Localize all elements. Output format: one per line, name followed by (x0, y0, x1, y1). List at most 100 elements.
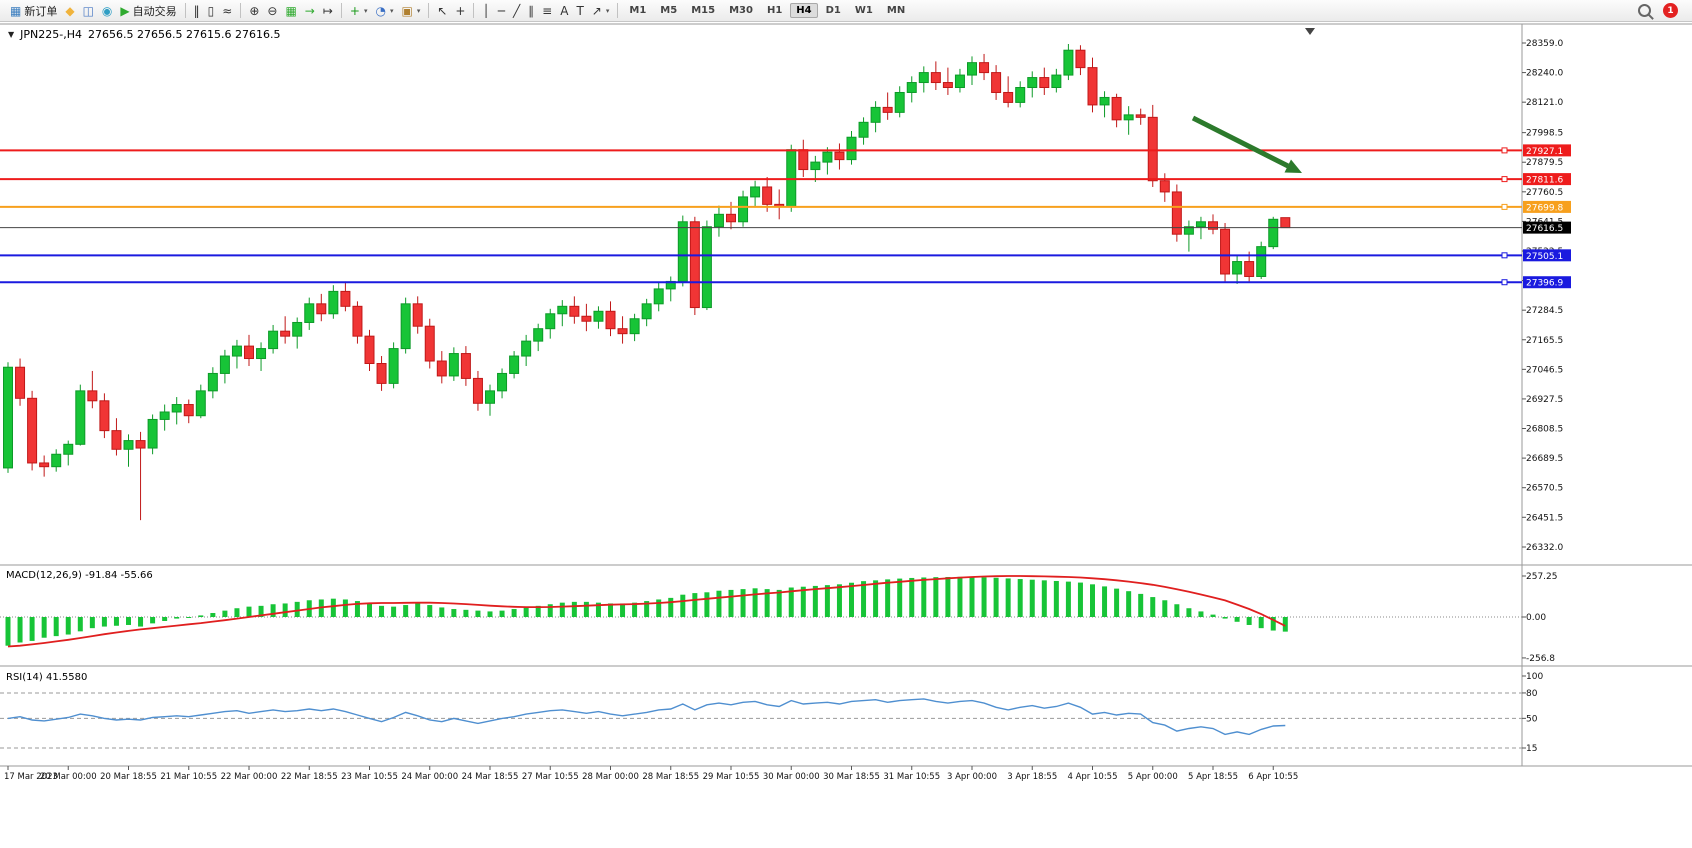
candlestick-chart-button[interactable]: ▯ (204, 1, 219, 21)
notification-badge[interactable]: 1 (1663, 3, 1678, 18)
candle (1220, 228, 1231, 275)
macd-histogram-bar (17, 617, 23, 643)
line-anchor[interactable] (1501, 203, 1508, 210)
indicators-list-button[interactable]: + ▾ (346, 1, 372, 21)
candle (304, 303, 315, 323)
line-chart-button[interactable]: ≈ (218, 1, 236, 21)
macd-histogram-bar (403, 605, 409, 617)
templates-dropdown-icon[interactable]: ▾ (416, 6, 421, 15)
market-watch-button[interactable]: ◫ (79, 1, 98, 21)
arrows-button[interactable]: ↗ ▾ (588, 1, 614, 21)
candle (906, 82, 917, 93)
tf-m15-button[interactable]: M15 (685, 3, 721, 18)
price-axis-label: 27998.5 (1526, 129, 1563, 139)
candle (3, 366, 13, 469)
toolbar-group-chart-types: ‖ ▯ ≈ (190, 1, 237, 21)
zoom-in-button[interactable]: ⊕ (245, 1, 263, 21)
data-window-button[interactable]: ◉ (98, 1, 116, 21)
line-anchor[interactable] (1501, 176, 1508, 183)
chart-title-bar: ▼ JPN225-,H4 27656.5 27656.5 27615.6 276… (8, 28, 280, 41)
rsi-line (7, 698, 1286, 736)
tf-mn-label: MN (886, 5, 906, 16)
horizontal-line-button[interactable]: ─ (494, 1, 509, 21)
candle (1183, 226, 1194, 235)
equidistant-channel-button[interactable]: ∥ (524, 1, 538, 21)
candle (1111, 96, 1122, 121)
fibonacci-button[interactable]: ≡ (538, 1, 556, 21)
candle (954, 74, 965, 89)
text-button[interactable]: A (556, 1, 572, 21)
macd-histogram-bar (451, 609, 457, 617)
auto-trading-button[interactable]: ▶ 自动交易 (116, 1, 180, 21)
time-axis-label: 22 Mar 18:55 (281, 772, 338, 782)
tf-m1-button[interactable]: M1 (623, 3, 652, 18)
macd-axis-label: 0.00 (1526, 613, 1546, 623)
price-axis-label: 26808.5 (1526, 425, 1563, 435)
macd-histogram-bar (595, 602, 601, 617)
candle (159, 411, 170, 420)
crosshair-button[interactable]: + (451, 1, 469, 21)
tf-m5-button[interactable]: M5 (654, 3, 683, 18)
macd-histogram-bar (1090, 584, 1095, 617)
trendline-button[interactable]: ╱ (509, 1, 524, 21)
time-axis-label: 4 Apr 10:55 (1067, 772, 1117, 782)
auto-trading-label: 自动交易 (132, 4, 177, 18)
text-label-button[interactable]: T (572, 1, 587, 21)
mql5-community-button[interactable]: ◆ (61, 1, 78, 21)
tf-m30-button[interactable]: M30 (723, 3, 759, 18)
cursor-icon: ↖ (437, 3, 448, 18)
tf-d1-button[interactable]: D1 (820, 3, 847, 18)
templates-button[interactable]: ▣ ▾ (397, 1, 424, 21)
rsi-axis-label: 50 (1526, 714, 1538, 724)
line-anchor[interactable] (1501, 252, 1508, 259)
equidistant-channel-icon: ∥ (528, 3, 535, 18)
macd-histogram-bar (632, 602, 638, 617)
bar-chart-button[interactable]: ‖ (190, 1, 204, 21)
tf-h1-button[interactable]: H1 (761, 3, 788, 18)
search-icon[interactable] (1638, 4, 1651, 17)
candle (521, 340, 532, 357)
vertical-line-button[interactable]: │ (478, 1, 493, 21)
cursor-button[interactable]: ↖ (433, 1, 451, 21)
chart-shift-button[interactable]: ↦ (319, 1, 337, 21)
trend-arrow-head[interactable] (1284, 159, 1303, 174)
toolbar: ▦ 新订单 ◆ ◫ ◉ ▶ 自动交易 ‖ ▯ ≈ ⊕ ⊖ ▦ → ↦ + ▾ ◔ ▾ ▣ ▾ ↖ + │ ─ ╱ ∥ ≡ A T ↗ ▾ M1 M… (0, 0, 1692, 22)
macd-histogram-bar (1174, 604, 1180, 617)
tf-mn-button[interactable]: MN (881, 3, 911, 18)
time-axis-label: 3 Apr 00:00 (947, 772, 997, 782)
macd-signal-line (7, 575, 1286, 648)
tf-h4-button[interactable]: H4 (790, 3, 818, 18)
line-anchor[interactable] (1501, 279, 1508, 286)
chart-canvas[interactable]: 28359.0 28240.0 28121.0 27998.5 27879.5 27760… (0, 22, 1692, 848)
auto-scroll-button[interactable]: → (301, 1, 319, 21)
macd-histogram-bar (680, 594, 686, 617)
tile-windows-button[interactable]: ▦ (281, 1, 300, 21)
macd-histogram-bar (499, 610, 505, 617)
time-axis-label: 20 Mar 00:00 (40, 772, 97, 782)
data-window-icon: ◉ (101, 3, 113, 18)
time-axis-label: 27 Mar 10:55 (522, 772, 579, 782)
periods-dropdown-icon[interactable]: ▾ (389, 6, 394, 15)
macd-histogram-bar (511, 609, 517, 617)
indicators-list-dropdown-icon[interactable]: ▾ (363, 6, 368, 15)
chart-shift-marker[interactable] (1305, 28, 1315, 35)
macd-histogram-bar (644, 601, 650, 617)
price-axis-label: 27760.5 (1526, 188, 1563, 198)
macd-histogram-bar (342, 599, 348, 617)
candle (63, 443, 74, 455)
new-order-button[interactable]: ▦ 新订单 (6, 1, 61, 21)
toolbar-group-timeframes: M1 M5 M15 M30 H1 H4 D1 W1 MN (622, 3, 912, 18)
tf-w1-button[interactable]: W1 (849, 3, 879, 18)
candle (991, 72, 1002, 93)
candle (448, 353, 459, 377)
macd-histogram-bar (1258, 617, 1264, 629)
periods-button[interactable]: ◔ ▾ (371, 1, 397, 21)
arrows-dropdown-icon[interactable]: ▾ (605, 6, 610, 15)
zoom-out-button[interactable]: ⊖ (263, 1, 281, 21)
toolbar-separator (428, 3, 430, 18)
trend-arrow[interactable] (1191, 115, 1290, 169)
chart-menu-icon[interactable]: ▼ (8, 30, 15, 39)
macd-histogram-bar (1222, 617, 1228, 619)
line-anchor[interactable] (1501, 147, 1508, 154)
macd-histogram-bar (909, 577, 915, 617)
